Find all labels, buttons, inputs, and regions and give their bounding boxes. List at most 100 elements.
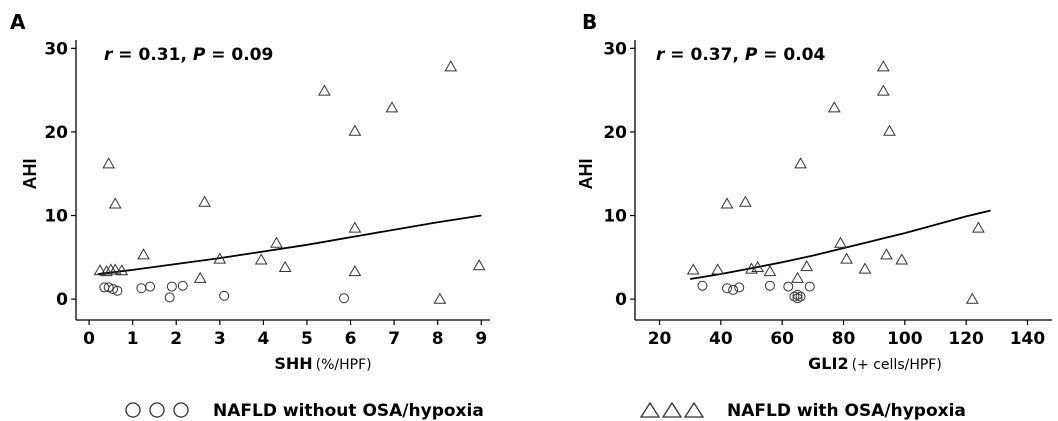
panel-a-point-triangle	[108, 197, 122, 209]
panel-b-plot: 0 10 20 30 20 40 60 80 100 120 140	[603, 39, 1052, 349]
panel-b-point-triangle	[686, 263, 700, 275]
panel-b-point-triangle	[720, 197, 734, 209]
panel-a-point-triangle	[100, 265, 113, 277]
legend-circle-markers	[125, 402, 189, 418]
panel-b-stat: r = 0.37, P = 0.04	[656, 45, 826, 65]
panel-a-point-triangle	[115, 264, 129, 276]
panel-a-point-triangle	[102, 157, 116, 169]
panel-a-y-axis-label: AHI	[20, 159, 40, 190]
panel-a-point-circle	[339, 293, 350, 304]
panel-b-point-triangle	[895, 253, 909, 265]
panel-b-y-tick-label: 0	[615, 290, 627, 310]
panel-a-y-tick-label: 0	[56, 290, 68, 310]
panel-b-point-circle	[792, 289, 803, 300]
panel-a-point-circle	[103, 282, 114, 293]
panel-b-point-triangle	[876, 84, 890, 96]
panel-b-point-circle	[764, 280, 775, 291]
panel-b-point-triangle	[880, 248, 893, 260]
panel-b-point-circle	[795, 291, 806, 302]
legend-label-without-osa: NAFLD without OSA/hypoxia	[213, 401, 484, 421]
panel-a-x-tick-label: 9	[475, 329, 487, 349]
panel-b-trend-line	[690, 209, 991, 280]
panel-a-point-circle	[166, 281, 177, 292]
panel-a-point-triangle	[213, 252, 227, 264]
panel-b-point-circle	[792, 293, 803, 304]
panel-a-point-triangle	[348, 221, 362, 233]
panel-b-x-tick-label: 40	[709, 329, 733, 349]
panel-b-y-tick-label: 20	[603, 123, 627, 143]
panel-a-point-triangle	[93, 264, 107, 276]
panel-a-x-axis-label: SHH (%/HPF)	[274, 354, 371, 373]
panel-a-point-triangle	[318, 84, 331, 96]
legend-label-with-osa: NAFLD with OSA/hypoxia	[727, 401, 966, 421]
panel-a-x-tick-label: 7	[388, 329, 400, 349]
panel-b-y-axis-label: AHI	[576, 159, 596, 190]
panel-b-x-tick-label: 100	[887, 329, 923, 349]
panel-b-point-circle	[734, 282, 745, 293]
panel-b-y-tick-label: 30	[603, 39, 627, 59]
panel-b-x-tick-label: 120	[948, 329, 984, 349]
panel-b-x-tick-label: 140	[1010, 329, 1046, 349]
panel-a-point-triangle	[385, 101, 399, 113]
panel-a-point-circle	[108, 284, 119, 295]
legend: NAFLD without OSA/hypoxia NAFLD with OSA…	[125, 401, 966, 421]
panel-a-point-triangle	[254, 253, 268, 265]
panel-b-point-triangle	[827, 101, 841, 113]
panel-a-y-tick-label: 10	[44, 207, 68, 227]
panel-a-x-tick-label: 1	[127, 329, 139, 349]
panel-a-plot: 0 10 20 30 0 1 2 3 4 5 6 7 8 9	[44, 39, 490, 349]
panel-b-point-triangle	[840, 252, 853, 264]
panel-a-x-tick-label: 8	[432, 329, 444, 349]
panel-a-trend-line	[97, 214, 482, 275]
panel-b-point-circle	[728, 284, 739, 295]
panel-a-point-circle	[164, 292, 175, 303]
panel-a-x-tick-label: 5	[301, 329, 313, 349]
panel-a-letter: A	[10, 10, 26, 34]
panel-a-stat: r = 0.31, P = 0.09	[104, 45, 273, 65]
panel-b-x-tick-label: 80	[832, 329, 856, 349]
panel-b-point-triangle	[794, 157, 807, 169]
panel-b-point-triangle	[858, 262, 872, 274]
panel-b-x-axis-label: GLI2 (+ cells/HPF)	[808, 354, 942, 373]
panel-a-point-circle	[177, 280, 188, 291]
panel-b-y-tick-label: 10	[603, 207, 627, 227]
panel-b-point-circle	[783, 281, 794, 292]
panel-b-point-triangle	[751, 260, 765, 272]
panel-a-point-triangle	[137, 248, 150, 260]
panel-a-point-circle	[219, 290, 230, 301]
panel-b-point-circle	[789, 291, 800, 302]
panel-b-letter: B	[582, 10, 597, 34]
panel-b-point-triangle	[763, 265, 777, 277]
panel-a-point-triangle	[348, 265, 362, 277]
panel-a-y-tick-label: 30	[44, 39, 68, 59]
panel-a-x-tick-label: 6	[345, 329, 357, 349]
panel-a-point-triangle	[108, 263, 122, 275]
panel-a-point-triangle	[472, 259, 486, 271]
panel-b-point-triangle	[834, 236, 847, 248]
panel-a-point-circle	[112, 285, 123, 296]
panel-a-point-triangle	[270, 236, 283, 248]
panel-a-x-tick-label: 4	[257, 329, 269, 349]
panel-b-point-triangle	[965, 292, 979, 304]
legend-triangle-markers	[639, 401, 705, 418]
panel-a-y-tick-label: 20	[44, 123, 68, 143]
panel-a-x-tick-label: 0	[83, 329, 95, 349]
panel-a-point-triangle	[193, 271, 207, 283]
panel-a-point-triangle	[198, 195, 211, 207]
panel-b-point-triangle	[972, 221, 985, 233]
panel-a-point-triangle	[348, 124, 362, 136]
panel-b-point-triangle	[883, 124, 896, 136]
panel-b-point-triangle	[739, 195, 752, 207]
panel-a-x-tick-label: 3	[214, 329, 226, 349]
panel-a-point-triangle	[433, 292, 447, 304]
panel-b-x-tick-label: 20	[648, 329, 672, 349]
panel-a-x-tick-label: 2	[170, 329, 182, 349]
panel-b-point-circle	[697, 280, 708, 291]
panel-b-x-tick-label: 60	[770, 329, 794, 349]
panel-b-point-circle	[721, 283, 732, 294]
panel-a-point-triangle	[278, 260, 292, 272]
panel-b-point-triangle	[711, 263, 725, 275]
panel-a-point-circle	[145, 281, 156, 292]
panel-b-point-circle	[804, 281, 815, 292]
